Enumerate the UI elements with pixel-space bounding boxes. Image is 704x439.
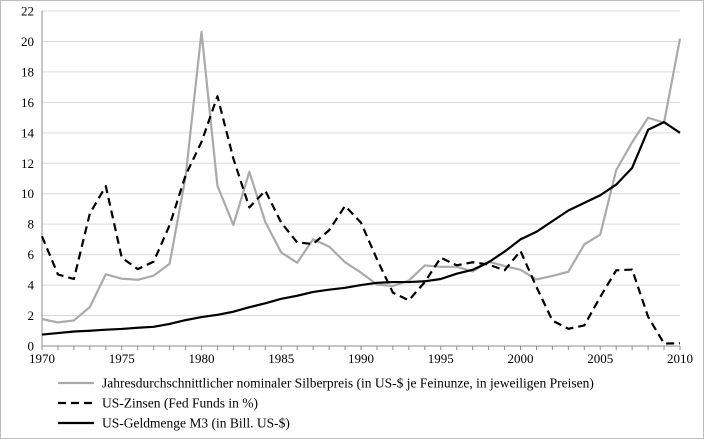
y-tick-20: 20	[21, 34, 34, 49]
x-tick-1980: 1980	[189, 351, 215, 366]
legend-label-2: US-Zinsen (Fed Funds in %)	[102, 396, 258, 411]
series-lines	[40, 30, 682, 345]
y-tick-8: 8	[28, 217, 35, 232]
y-tick-14: 14	[21, 125, 35, 140]
x-tick-1975: 1975	[109, 351, 135, 366]
y-tick-10: 10	[21, 186, 34, 201]
x-tick-2005: 2005	[587, 351, 613, 366]
x-tick-1985: 1985	[268, 351, 294, 366]
series-line-2	[40, 95, 681, 345]
y-tick-18: 18	[21, 64, 34, 79]
x-tick-2010: 2010	[667, 351, 693, 366]
legend: Jahresdurchschnittlicher nominaler Silbe…	[58, 376, 594, 431]
y-tick-12: 12	[21, 156, 34, 171]
series-line-3	[41, 121, 681, 336]
x-tick-1970: 1970	[29, 351, 55, 366]
grid-lines	[42, 10, 680, 317]
x-tick-1990: 1990	[348, 351, 374, 366]
y-tick-2: 2	[28, 308, 35, 323]
y-tick-4: 4	[28, 278, 35, 293]
y-tick-6: 6	[28, 247, 35, 262]
legend-label-1: Jahresdurchschnittlicher nominaler Silbe…	[102, 376, 594, 391]
series-line-1	[41, 30, 682, 324]
x-tick-labels: 1970 1975 1980 1985 1990 1995 2000 2005 2010	[29, 351, 693, 366]
y-tick-0: 0	[28, 339, 35, 354]
legend-label-3: US-Geldmenge M3 (in Bill. US-$)	[102, 416, 290, 431]
y-tick-22: 22	[21, 4, 34, 19]
x-tick-2000: 2000	[508, 351, 534, 366]
y-tick-16: 16	[21, 95, 35, 110]
x-tick-1995: 1995	[428, 351, 454, 366]
axes	[41, 11, 681, 350]
y-tick-labels: 0 2 4 6 8 10 12 14 16 18 20 22	[21, 4, 35, 354]
